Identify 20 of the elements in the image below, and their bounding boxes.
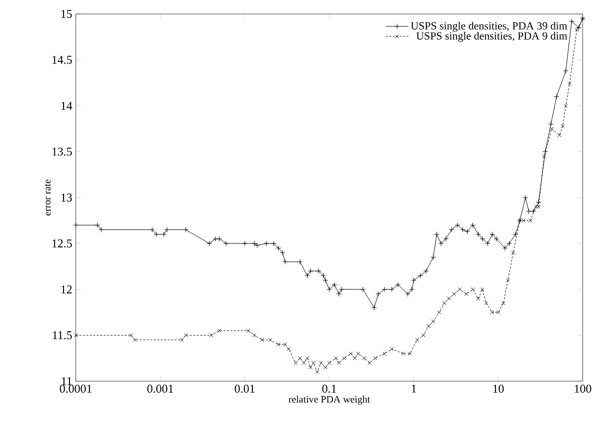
x-tick-label: 100	[574, 384, 592, 393]
legend-label: USPS single densities, PDA 39 dim	[410, 22, 568, 32]
y-tick-label: 13	[61, 194, 72, 202]
x-tick-label: 0.0001	[60, 384, 92, 393]
x-tick-label: 1	[412, 384, 416, 393]
y-tick-label: 14.5	[52, 56, 72, 64]
x-tick-label: 0.1	[322, 384, 336, 393]
y-tick-label: 11.5	[52, 331, 72, 340]
y-tick-label: 12.5	[52, 239, 72, 248]
y-tick-label: 15	[61, 10, 72, 18]
x-tick-label: 0.001	[147, 384, 174, 393]
x-tick-label: 10	[493, 384, 504, 393]
y-tick-label: 13.5	[52, 148, 72, 156]
legend-label: USPS single densities, PDA 9 dim	[416, 32, 568, 42]
y-tick-label: 11	[62, 377, 72, 386]
y-tick-label: 12	[61, 285, 72, 294]
x-tick-label: 0.01	[234, 384, 255, 393]
y-axis-title: error rate	[44, 180, 51, 216]
x-axis-title: relative PDA weight	[288, 396, 370, 405]
y-tick-label: 14	[61, 102, 72, 110]
